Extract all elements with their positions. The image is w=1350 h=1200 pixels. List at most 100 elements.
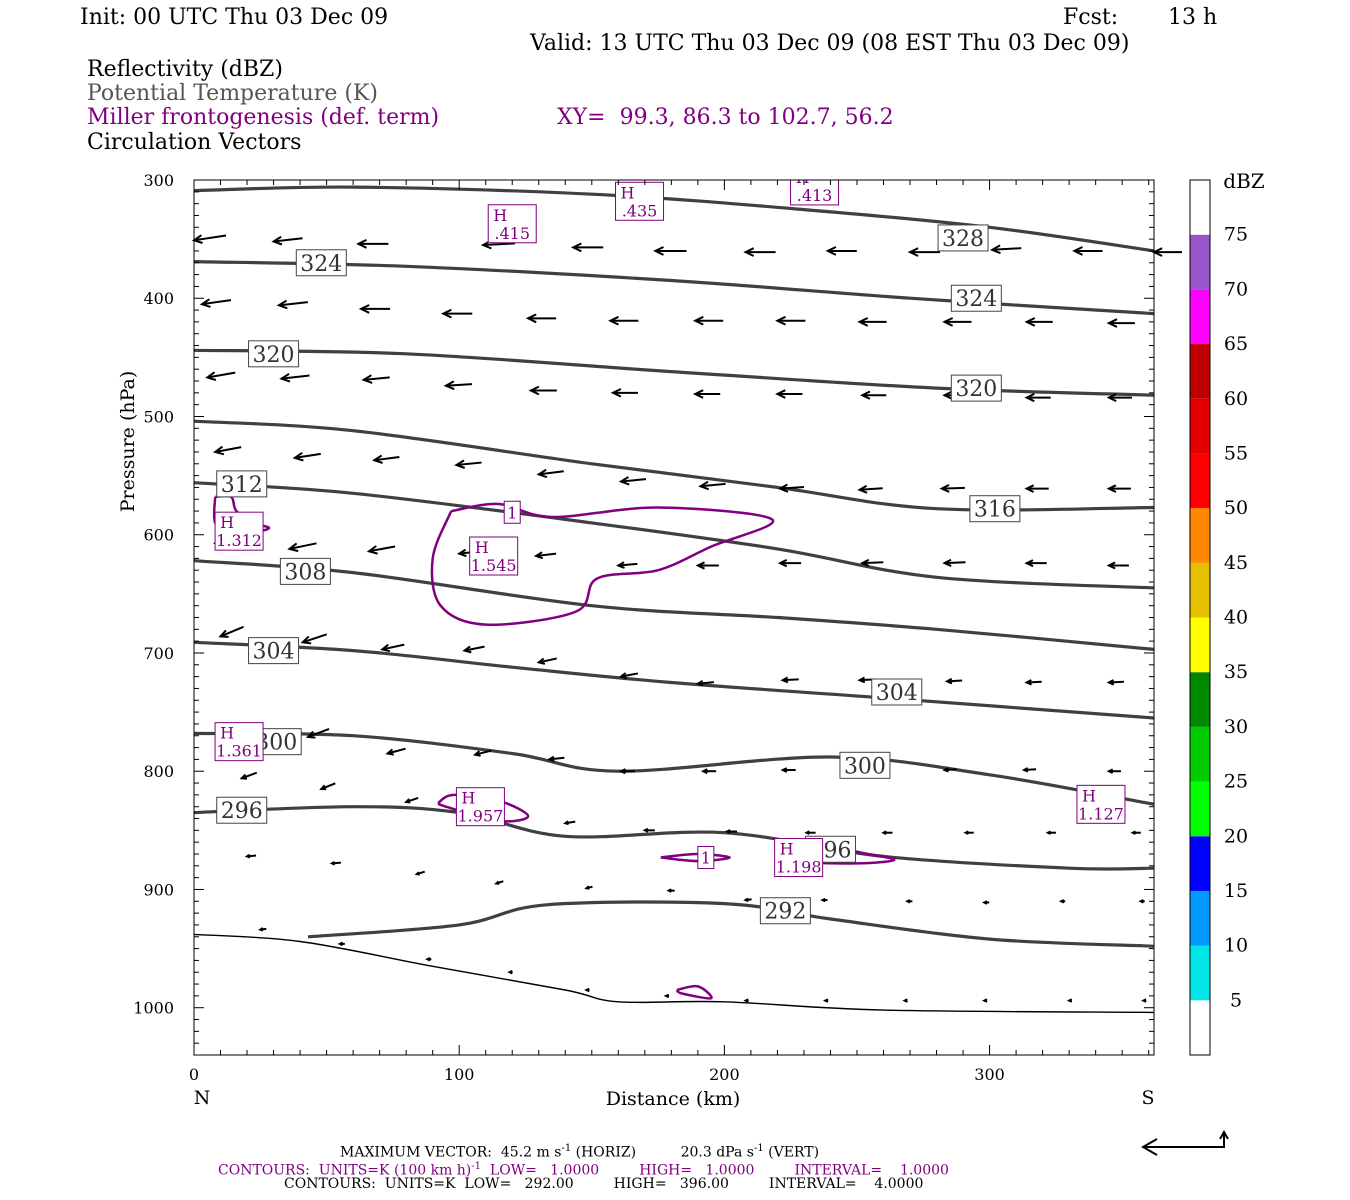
colorbar-label: 30 [1224,716,1248,738]
circulation-vector [618,672,639,680]
circulation-vector [319,782,336,791]
high-marker: H.435 [615,181,665,221]
colorbar-label: 25 [1224,771,1248,793]
theta-label-text: 328 [942,227,984,252]
colorbar-swatch [1190,836,1210,891]
colorbar-swatch [1190,453,1210,509]
y-tick-label: 400 [143,289,174,308]
y-axis-label: Pressure (hPa) [117,371,139,513]
circulation-vector [857,317,887,327]
frontogenesis-contour-5 [675,984,713,1000]
y-tick-label: 500 [143,407,174,426]
theta-label-text: 308 [284,560,326,585]
high-marker: H1.545 [469,536,519,576]
circulation-vector [642,827,655,833]
circulation-vector [356,239,389,249]
high-value: .415 [494,224,530,243]
circulation-vector [1106,484,1131,493]
colorbar-swatch [1190,890,1210,946]
high-marker: H1.312 [214,511,264,551]
max-vector-line: MAXIMUM VECTOR: 45.2 m s-1 (HORIZ) 20.3 … [340,1140,819,1162]
theta-label: 324 [295,249,347,277]
circulation-vector [780,767,796,773]
circulation-vector [618,768,635,775]
circulation-vector [804,830,816,835]
y-tick-label: 300 [143,171,174,190]
circulation-vector [822,998,829,1003]
theta-label-text: 292 [764,900,806,925]
contours1-exp: -1 [471,1161,482,1172]
circulation-vector [1024,679,1042,686]
circulation-vector [199,298,232,308]
theta-label-text: 296 [221,799,263,824]
theta-label: 300 [839,751,891,779]
circulation-vector [616,561,638,569]
circulation-vector [525,313,557,324]
circulation-vector [1021,767,1037,773]
colorbar-swatch [1190,726,1210,782]
circulation-vector [905,899,913,904]
circulation-vector [563,820,576,826]
y-tick-label: 700 [143,644,174,663]
circulation-vector [1151,247,1182,257]
high-letter: H [796,168,810,187]
theta-label-text: 304 [876,681,918,706]
x-tick-label: 0 [189,1065,199,1084]
theta-contour-320 [194,348,1154,397]
x-axis-label: Distance (km) [606,1088,741,1110]
init-time: Init: 00 UTC Thu 03 Dec 09 [80,5,389,30]
high-marker: H1.957 [455,787,505,827]
max-vector-horiz-tag: (HORIZ) [575,1144,637,1161]
circulation-vector [907,247,941,257]
circulation-vector [1024,484,1049,493]
colorbar-swatch [1190,562,1210,618]
theta-contour-info: CONTOURS: UNITS=K LOW= 292.00 HIGH= 396.… [284,1176,924,1192]
circulation-vector [292,451,321,462]
high-marker: H.415 [487,204,537,244]
high-value: 1.312 [216,531,262,550]
circulation-vector [743,247,776,257]
circulation-vector [860,558,884,568]
circulation-vector [698,480,726,491]
high-marker: H1.198 [774,838,824,878]
circulation-vector [1106,679,1124,686]
circulation-vector [777,559,802,568]
theta-label: 308 [279,557,331,585]
circulation-vector [666,888,675,893]
theta-label-text: 300 [844,754,886,779]
high-letter: H [1082,786,1096,805]
circulation-vector [584,885,593,890]
plot-frame [193,179,1155,1056]
theta-label: 316 [969,495,1021,523]
circulation-vector [472,749,492,757]
plot-axes: 0 100 200 300 300 400 500 600 700 800 900 1000 N S Dis… [117,171,1155,1110]
y-tick-label: 600 [143,526,174,545]
theta-label: 328 [937,224,989,252]
colorbar-label: 45 [1224,552,1248,574]
colorbar-label: 75 [1224,224,1248,246]
endpoint-right: S [1141,1087,1154,1109]
circulation-vector [239,771,258,780]
theta-contours [194,185,1154,948]
colorbar-label: 20 [1224,825,1248,847]
circulation-vector [1072,246,1103,256]
reference-vector-icon [1140,1129,1229,1156]
valid-time: Valid: 13 UTC Thu 03 Dec 09 (08 EST Thu … [530,31,1130,56]
circulation-vector [1141,998,1147,1003]
colorbar-swatch [1190,234,1210,290]
colorbar-label: 10 [1224,935,1248,957]
high-letter: H [461,789,475,808]
circulation-vector [1106,393,1132,403]
circulation-vector [653,246,687,256]
colorbar-swatch [1190,672,1210,727]
circulation-vector [276,299,308,310]
high-value: 1.361 [216,742,262,761]
colorbar-swatch [1190,398,1210,454]
circulation-vector [287,542,317,553]
circulation-vector [610,388,639,398]
high-value: .413 [797,186,833,205]
circulation-vector [414,870,426,876]
circulation-vector [777,483,805,493]
circulation-vector [305,727,330,739]
